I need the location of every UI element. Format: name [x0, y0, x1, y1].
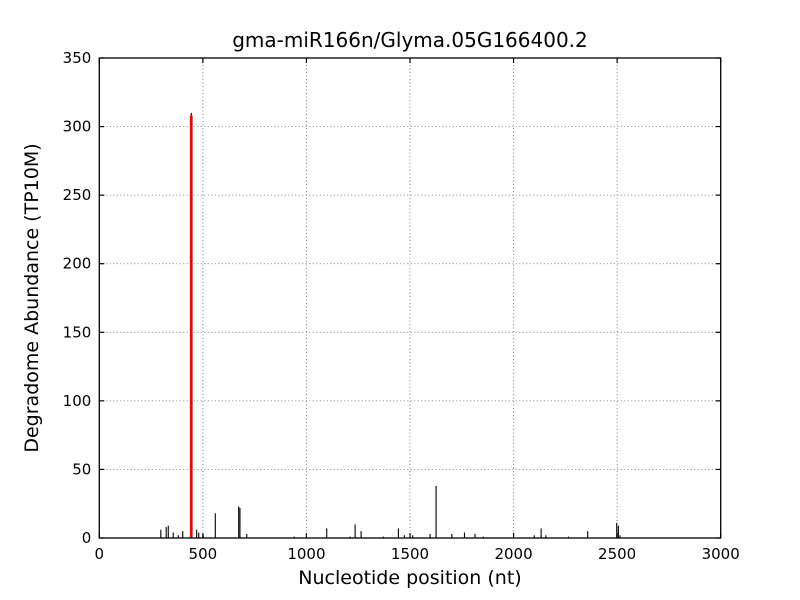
y-tick-label: 150 [63, 323, 92, 341]
grid-layer [99, 58, 721, 538]
y-tick-label: 0 [82, 529, 92, 547]
axis-layer [98, 57, 722, 539]
y-tick-label: 200 [63, 255, 92, 273]
x-tick-label: 2500 [598, 545, 636, 563]
x-tick-label: 2000 [494, 545, 532, 563]
x-tick-label: 500 [189, 545, 218, 563]
x-tick-label: 3000 [702, 545, 740, 563]
chart-title: gma-miR166n/Glyma.05G166400.2 [232, 28, 588, 52]
ticklabel-layer: 0 500 1000 1500 2000 2500 3000 0 50 100 150 200 250 3… [63, 49, 740, 563]
x-tick-label: 1000 [287, 545, 325, 563]
y-tick-label: 300 [63, 118, 92, 136]
data-layer [160, 112, 621, 538]
y-tick-label: 350 [63, 49, 92, 67]
x-tick-label: 0 [95, 545, 105, 563]
y-tick-label: 100 [63, 392, 92, 410]
x-tick-label: 1500 [391, 545, 429, 563]
y-axis-label: Degradome Abundance (TP10M) [21, 143, 43, 452]
y-tick-label: 50 [72, 460, 91, 478]
y-tick-label: 250 [63, 186, 92, 204]
x-axis-label: Nucleotide position (nt) [298, 567, 521, 589]
